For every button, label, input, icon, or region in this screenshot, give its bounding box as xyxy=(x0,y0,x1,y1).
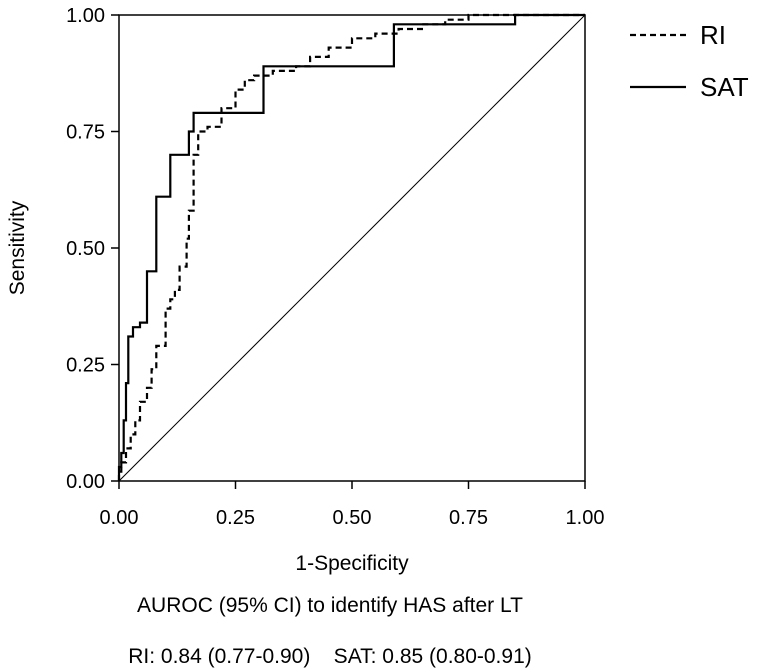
x-tick-label: 0.25 xyxy=(216,507,255,529)
y-tick-label: 0.00 xyxy=(66,471,105,493)
roc-chart: 0.00 0.25 0.50 0.75 1.00 0.00 0.25 0.50 0.75 1.0… xyxy=(6,5,749,575)
legend: RI SAT xyxy=(630,20,749,102)
x-tick-label: 1.00 xyxy=(566,507,605,529)
legend-label-sat: SAT xyxy=(700,72,749,102)
y-tick-label: 1.00 xyxy=(66,5,105,27)
x-axis-label: 1-Specificity xyxy=(295,552,409,575)
auroc-title: AUROC (95% CI) to identify HAS after LT xyxy=(137,594,523,617)
y-tick-label: 0.50 xyxy=(66,238,105,260)
x-axis: 0.00 0.25 0.50 0.75 1.00 xyxy=(100,481,605,529)
series-ri-line xyxy=(117,13,585,481)
x-tick-label: 0.50 xyxy=(333,507,372,529)
y-axis-label: Sensitivity xyxy=(6,200,29,295)
auroc-values: RI: 0.84 (0.77-0.90) SAT: 0.85 (0.80-0.9… xyxy=(128,645,532,668)
y-tick-label: 0.75 xyxy=(66,122,105,144)
legend-label-ri: RI xyxy=(700,20,726,50)
x-tick-label: 0.00 xyxy=(100,507,139,529)
series-sat-line xyxy=(117,13,585,481)
x-tick-label: 0.75 xyxy=(449,507,488,529)
reference-diagonal-line xyxy=(118,14,586,482)
roc-curves xyxy=(117,13,586,482)
y-tick-label: 0.25 xyxy=(66,355,105,377)
y-axis: 0.00 0.25 0.50 0.75 1.00 xyxy=(66,5,119,493)
